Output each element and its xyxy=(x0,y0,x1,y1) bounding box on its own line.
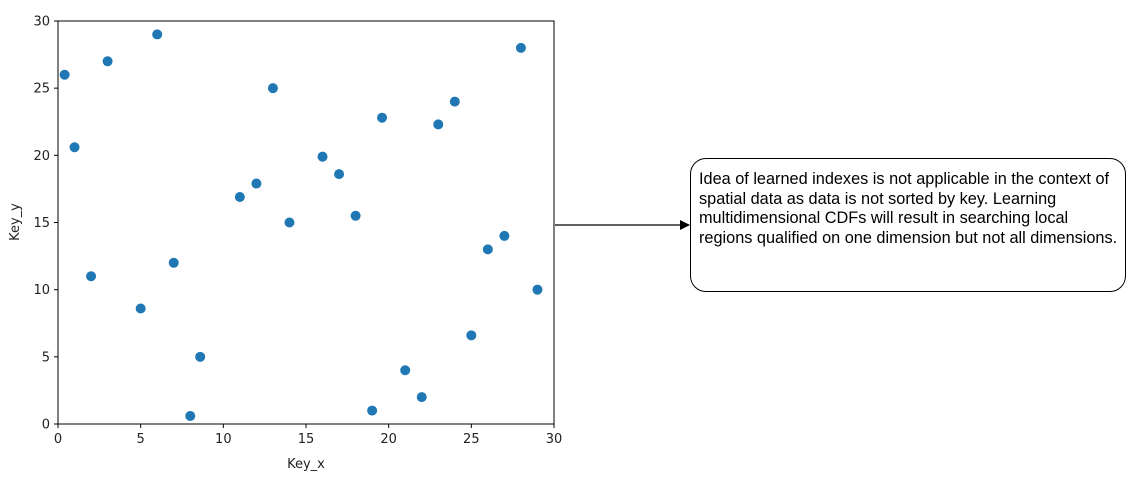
x-tick-label: 30 xyxy=(546,432,563,447)
data-point xyxy=(416,392,427,403)
data-point xyxy=(433,119,444,130)
x-tick-label: 20 xyxy=(380,432,397,447)
y-axis-label: Key_y xyxy=(8,203,23,241)
data-point xyxy=(185,410,196,421)
data-point xyxy=(377,112,388,123)
x-tick-label: 10 xyxy=(215,432,232,447)
data-point xyxy=(251,178,262,189)
data-point xyxy=(234,191,245,202)
y-tick-label: 0 xyxy=(42,418,50,433)
data-point xyxy=(482,244,493,255)
data-point xyxy=(515,42,526,53)
x-tick-label: 25 xyxy=(463,432,480,447)
y-tick-label: 30 xyxy=(33,15,50,30)
data-point xyxy=(334,169,345,180)
plot-frame xyxy=(57,20,555,425)
data-point xyxy=(317,151,328,162)
x-axis-label: Key_x xyxy=(287,457,325,472)
annotation-callout: Idea of learned indexes is not applicabl… xyxy=(690,158,1126,292)
data-point xyxy=(86,271,97,282)
x-tick-label: 15 xyxy=(298,432,315,447)
annotation-text: Idea of learned indexes is not applicabl… xyxy=(699,170,1118,247)
data-point xyxy=(195,351,206,362)
data-point xyxy=(532,284,543,295)
data-point xyxy=(367,405,378,416)
data-point xyxy=(168,257,179,268)
y-tick-label: 25 xyxy=(33,82,50,97)
y-tick-label: 20 xyxy=(33,149,50,164)
data-point xyxy=(135,303,146,314)
data-points xyxy=(59,29,543,421)
data-point xyxy=(284,217,295,228)
y-tick-label: 5 xyxy=(42,350,50,365)
y-tick-label: 10 xyxy=(33,283,50,298)
y-tick-label: 15 xyxy=(33,216,50,231)
data-point xyxy=(499,230,510,241)
x-tick-label: 0 xyxy=(54,432,62,447)
x-tick-label: 5 xyxy=(137,432,145,447)
data-point xyxy=(267,83,278,94)
data-point xyxy=(400,365,411,376)
data-point xyxy=(69,142,80,153)
axis-ticks: 0 5 10 15 20 25 30 0 5 10 15 20 25 30 xyxy=(33,15,562,448)
data-point xyxy=(350,210,361,221)
data-point xyxy=(59,69,70,80)
data-point xyxy=(102,56,113,67)
data-point xyxy=(152,29,163,40)
data-point xyxy=(466,330,477,341)
data-point xyxy=(449,96,460,107)
